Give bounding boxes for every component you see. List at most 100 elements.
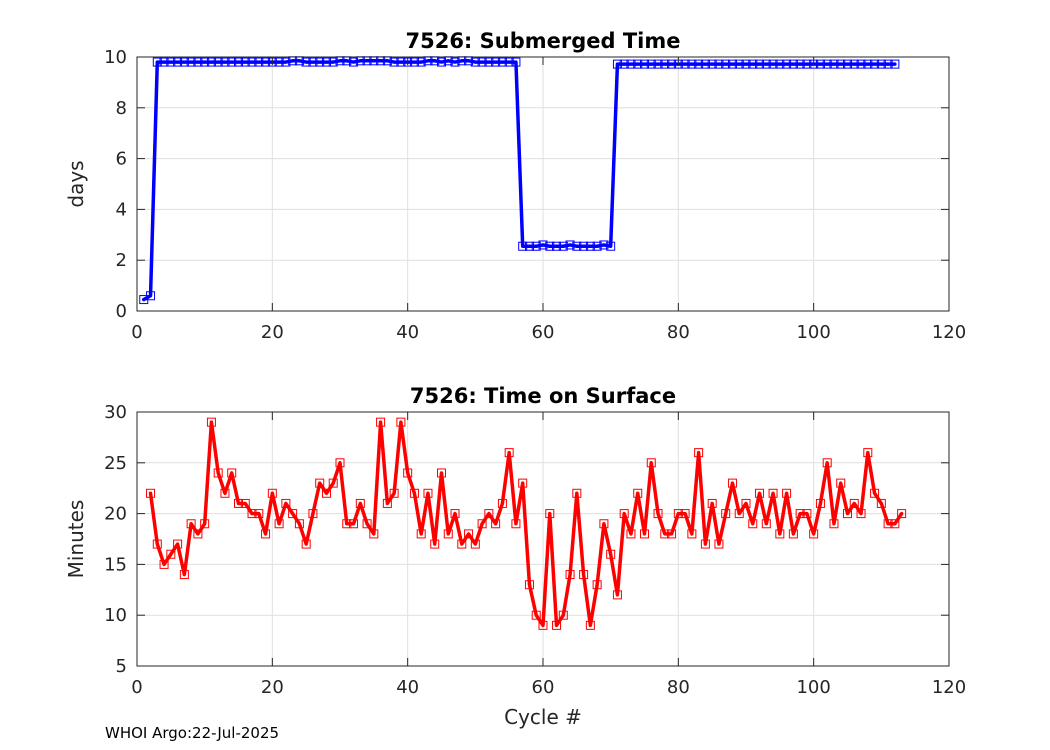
- chart-title: 7526: Time on Surface: [410, 384, 676, 408]
- series-line: [142, 59, 897, 302]
- data-point-marker: [829, 59, 839, 69]
- data-point-marker: [457, 539, 467, 549]
- data-point-marker: [200, 519, 210, 529]
- x-axis-label: Cycle #: [504, 705, 582, 729]
- data-point-marker: [477, 519, 487, 529]
- data-point-marker: [504, 448, 514, 458]
- data-point-marker: [640, 529, 649, 539]
- data-point-marker: [815, 59, 825, 69]
- data-point-marker: [227, 468, 237, 478]
- data-point-marker: [565, 240, 575, 250]
- data-point-marker: [599, 519, 609, 529]
- data-point-marker: [836, 59, 846, 69]
- data-point-marker: [213, 57, 223, 67]
- series-line: [148, 420, 904, 628]
- data-point-marker: [768, 488, 778, 498]
- data-point-marker: [687, 59, 697, 69]
- data-point-marker: [721, 509, 731, 519]
- data-point-marker: [261, 529, 271, 539]
- data-point-marker: [890, 59, 900, 69]
- data-point-marker: [734, 59, 744, 69]
- chart-title: 7526: Submerged Time: [405, 29, 680, 53]
- data-point-marker: [166, 57, 176, 67]
- data-point-marker: [890, 519, 900, 529]
- data-point-marker: [592, 241, 602, 251]
- data-point-marker: [430, 539, 440, 549]
- data-point-marker: [748, 519, 758, 529]
- data-point-marker: [897, 509, 907, 519]
- data-point-marker: [524, 580, 534, 590]
- y-tick-label: 2: [116, 250, 127, 271]
- data-point-marker: [727, 478, 737, 488]
- data-point-marker: [815, 498, 825, 508]
- data-point-marker: [491, 519, 501, 529]
- data-point-marker: [782, 488, 792, 498]
- y-tick-label: 5: [116, 656, 127, 677]
- data-point-marker: [606, 549, 616, 559]
- data-point-marker: [585, 620, 595, 630]
- data-point-marker: [727, 59, 737, 69]
- data-point-marker: [633, 488, 643, 498]
- data-point-marker: [497, 57, 507, 67]
- data-point-marker: [788, 59, 798, 69]
- data-point-marker: [531, 610, 541, 620]
- x-tick-label: 80: [667, 677, 690, 698]
- data-point-marker: [328, 478, 338, 488]
- data-point-marker: [870, 488, 880, 498]
- data-point-marker: [768, 59, 778, 69]
- data-point-marker: [409, 57, 419, 67]
- y-tick-label: 6: [116, 149, 127, 170]
- data-point-marker: [288, 509, 298, 519]
- y-tick-label: 30: [104, 402, 127, 423]
- data-point-marker: [660, 59, 670, 69]
- x-tick-label: 60: [532, 322, 555, 343]
- data-point-marker: [227, 57, 237, 67]
- x-tick-label: 0: [131, 322, 142, 343]
- data-point-marker: [342, 519, 352, 529]
- data-point-marker: [179, 570, 189, 580]
- data-point-marker: [470, 57, 480, 67]
- data-point-marker: [315, 478, 325, 488]
- data-point-marker: [213, 468, 223, 478]
- data-point-marker: [281, 57, 291, 67]
- data-point-marker: [775, 529, 785, 539]
- data-point-marker: [470, 539, 480, 549]
- data-point-marker: [518, 241, 528, 251]
- data-point-marker: [876, 498, 886, 508]
- data-point-marker: [159, 559, 169, 569]
- y-tick-label: 10: [104, 605, 127, 626]
- data-point-marker: [423, 488, 433, 498]
- data-point-marker: [497, 498, 507, 508]
- data-point-marker: [572, 241, 582, 251]
- data-point-marker: [673, 509, 683, 519]
- data-point-marker: [274, 519, 284, 529]
- data-point-marker: [166, 549, 176, 559]
- data-point-marker: [301, 539, 311, 549]
- data-point-marker: [321, 488, 331, 498]
- x-tick-label: 120: [932, 677, 966, 698]
- data-point-marker: [159, 57, 169, 67]
- data-point-marker: [328, 57, 338, 67]
- data-point-marker: [836, 478, 846, 488]
- data-point-marker: [646, 458, 656, 468]
- data-point-marker: [193, 529, 203, 539]
- data-point-marker: [308, 57, 318, 67]
- y-axis-label: days: [64, 160, 88, 207]
- data-point-marker: [477, 57, 487, 67]
- data-point-marker: [552, 620, 562, 630]
- data-point-marker: [619, 509, 629, 519]
- data-point-marker: [585, 241, 595, 251]
- x-tick-label: 20: [261, 677, 284, 698]
- data-point-marker: [775, 59, 785, 69]
- data-point-marker: [206, 417, 216, 427]
- data-point-marker: [193, 57, 203, 67]
- data-point-marker: [152, 539, 162, 549]
- data-point-marker: [876, 59, 886, 69]
- data-point-marker: [396, 57, 406, 67]
- data-point-marker: [640, 59, 649, 69]
- data-point-marker: [186, 519, 196, 529]
- data-point-marker: [240, 57, 250, 67]
- data-point-marker: [761, 59, 771, 69]
- data-point-marker: [653, 509, 663, 519]
